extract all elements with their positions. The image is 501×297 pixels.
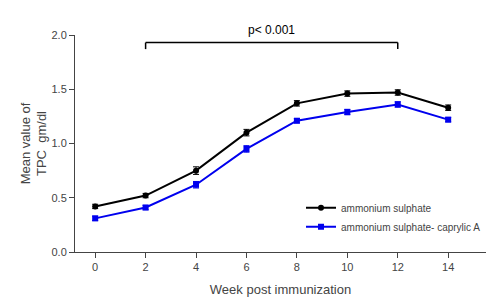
svg-text:8: 8 (294, 261, 300, 273)
svg-text:Mean value ofTPC gm/dl: Mean value ofTPC gm/dl (18, 102, 50, 184)
svg-text:12: 12 (392, 261, 404, 273)
svg-text:1.0: 1.0 (52, 137, 67, 149)
svg-text:6: 6 (243, 261, 249, 273)
svg-text:2: 2 (143, 261, 149, 273)
svg-text:p< 0.001: p< 0.001 (248, 23, 295, 37)
svg-text:ammonium sulphate: ammonium sulphate (341, 203, 431, 214)
svg-text:4: 4 (193, 261, 199, 273)
svg-text:14: 14 (442, 261, 454, 273)
svg-text:Week post immunization: Week post immunization (210, 282, 351, 297)
svg-text:0: 0 (92, 261, 98, 273)
svg-text:0.5: 0.5 (52, 192, 67, 204)
svg-text:1.5: 1.5 (52, 83, 67, 95)
svg-text:10: 10 (341, 261, 353, 273)
svg-text:ammonium sulphate- caprylic A: ammonium sulphate- caprylic A (341, 222, 480, 233)
svg-text:2.0: 2.0 (52, 29, 67, 41)
svg-text:0.0: 0.0 (52, 246, 67, 258)
